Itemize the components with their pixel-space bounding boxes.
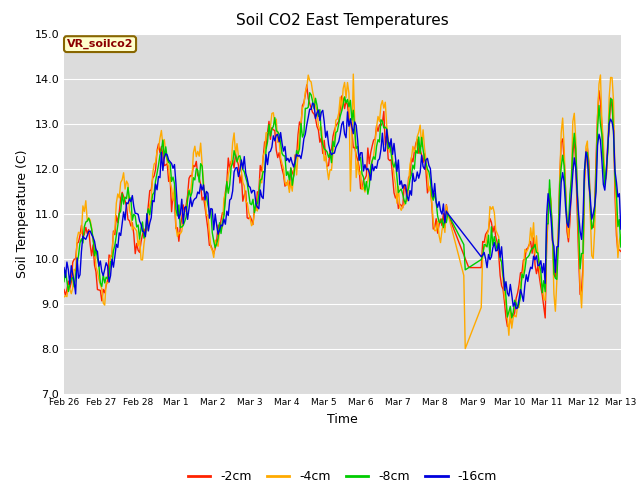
Text: VR_soilco2: VR_soilco2 (67, 39, 133, 49)
Legend: -2cm, -4cm, -8cm, -16cm: -2cm, -4cm, -8cm, -16cm (183, 465, 502, 480)
X-axis label: Time: Time (327, 413, 358, 426)
Y-axis label: Soil Temperature (C): Soil Temperature (C) (16, 149, 29, 278)
Title: Soil CO2 East Temperatures: Soil CO2 East Temperatures (236, 13, 449, 28)
